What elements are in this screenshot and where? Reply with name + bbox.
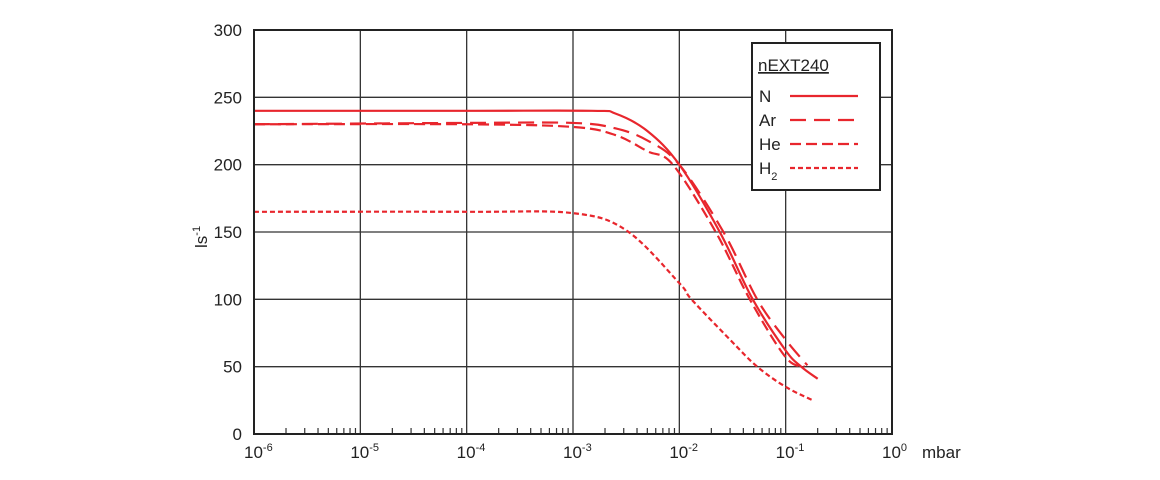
x-tick-label: 10-4: [457, 442, 486, 462]
series-line-ar: [253, 121, 809, 367]
x-tick-label: 10-6: [244, 442, 273, 462]
y-tick-label: 250: [214, 88, 242, 107]
y-tick-label: 0: [233, 425, 242, 444]
x-tick-label: 100: [882, 442, 907, 462]
y-tick-label: 50: [223, 358, 242, 377]
series-line-h2: [253, 210, 814, 402]
x-tick-label: 10-3: [563, 442, 592, 462]
series-line-he: [253, 122, 805, 368]
x-axis-label: mbar: [922, 443, 961, 462]
curves: [253, 109, 819, 402]
legend-label-ar: Ar: [759, 111, 776, 130]
x-tick-label: 10-2: [669, 442, 698, 462]
y-tick-label: 100: [214, 290, 242, 309]
plot-frame: [253, 29, 893, 435]
x-tick-label: 10-1: [776, 442, 805, 462]
y-tick-label: 150: [214, 223, 242, 242]
legend-label-n: N: [759, 87, 771, 106]
legend-box: [751, 42, 881, 191]
legend: nEXT240 N Ar He H2: [751, 42, 881, 191]
x-tick-labels: 10-6 10-5 10-4 10-3 10-2 10-1 100: [244, 442, 907, 462]
y-tick-label: 300: [214, 21, 242, 40]
legend-title: nEXT240: [758, 56, 829, 75]
y-tick-labels: 0 50 100 150 200 250 300: [214, 21, 242, 444]
series-line-n: [254, 109, 819, 380]
x-tick-label: 10-5: [350, 442, 379, 462]
y-axis-label: ls-1: [191, 226, 211, 248]
legend-label-he: He: [759, 135, 781, 154]
y-tick-label: 200: [214, 156, 242, 175]
legend-label-h2: H2: [759, 159, 777, 183]
